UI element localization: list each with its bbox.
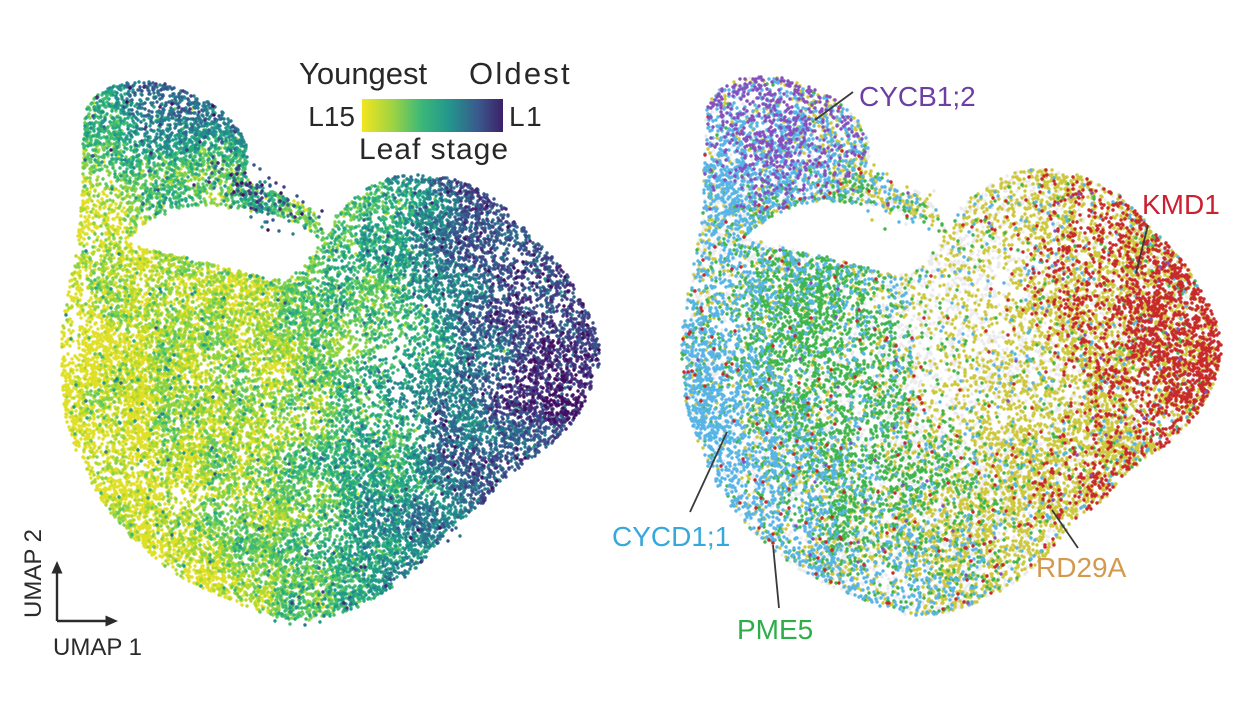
svg-text:PME5: PME5 — [737, 614, 813, 645]
svg-text:Leaf stage: Leaf stage — [359, 133, 509, 166]
svg-text:Youngest: Youngest — [299, 56, 428, 91]
svg-text:L15: L15 — [308, 101, 355, 132]
svg-text:L1: L1 — [509, 101, 543, 132]
svg-text:CYCD1;1: CYCD1;1 — [612, 521, 730, 552]
svg-text:KMD1: KMD1 — [1142, 189, 1220, 220]
svg-text:RD29A: RD29A — [1036, 552, 1127, 583]
svg-text:CYCB1;2: CYCB1;2 — [859, 81, 976, 112]
svg-text:Oldest: Oldest — [469, 56, 572, 91]
svg-text:UMAP 1: UMAP 1 — [53, 634, 142, 661]
svg-text:UMAP 2: UMAP 2 — [20, 529, 47, 618]
